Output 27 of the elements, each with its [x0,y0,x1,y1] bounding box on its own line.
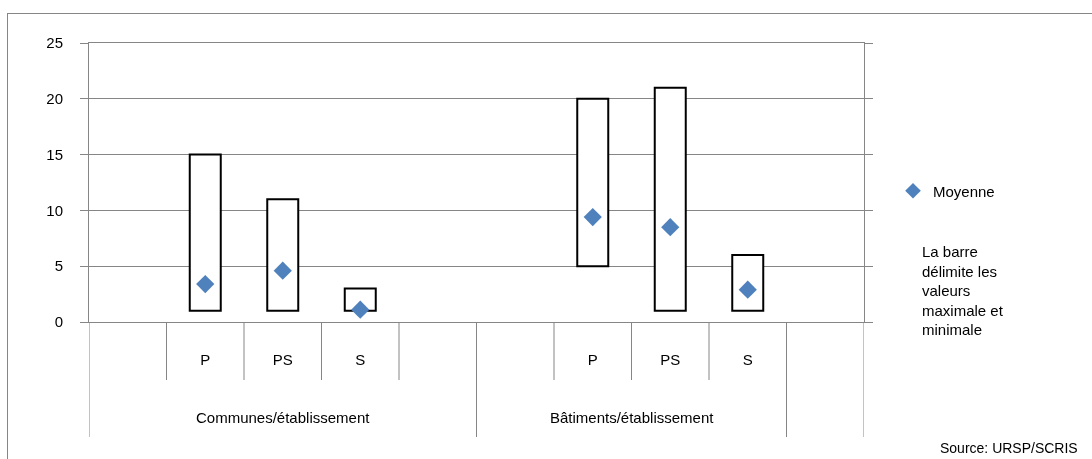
bar [266,198,300,312]
point [196,274,215,294]
legend-label: Moyenne [933,182,995,200]
y-tick-label: 25 [46,34,63,52]
x-tick-label: P [587,351,598,368]
source-note: Source: URSP/SCRIS [940,440,1078,456]
point [351,300,370,319]
y-tick-label: 5 [54,257,63,275]
x-tick-label: S [355,351,366,368]
x-tick-label: PS [272,351,293,368]
text: Communes/établissement [196,409,371,426]
point [273,261,292,280]
y-tick-label: 10 [46,201,63,219]
y-tick-label: 15 [46,145,63,163]
x-tick-label: S [742,351,753,368]
text: La barre délimite les valeurs maximale et minimale [922,243,1004,338]
text: Bâtiments/établissement [550,409,715,426]
bar [653,86,687,312]
bar [188,153,222,312]
y-tick-label: 20 [46,90,63,108]
x-tick-label: P [200,351,211,368]
bar [576,97,610,268]
point [583,208,602,227]
bar [731,254,765,312]
point [661,218,680,237]
y-tick-label: 0 [54,313,63,331]
x-tick-label: PS [660,351,681,368]
